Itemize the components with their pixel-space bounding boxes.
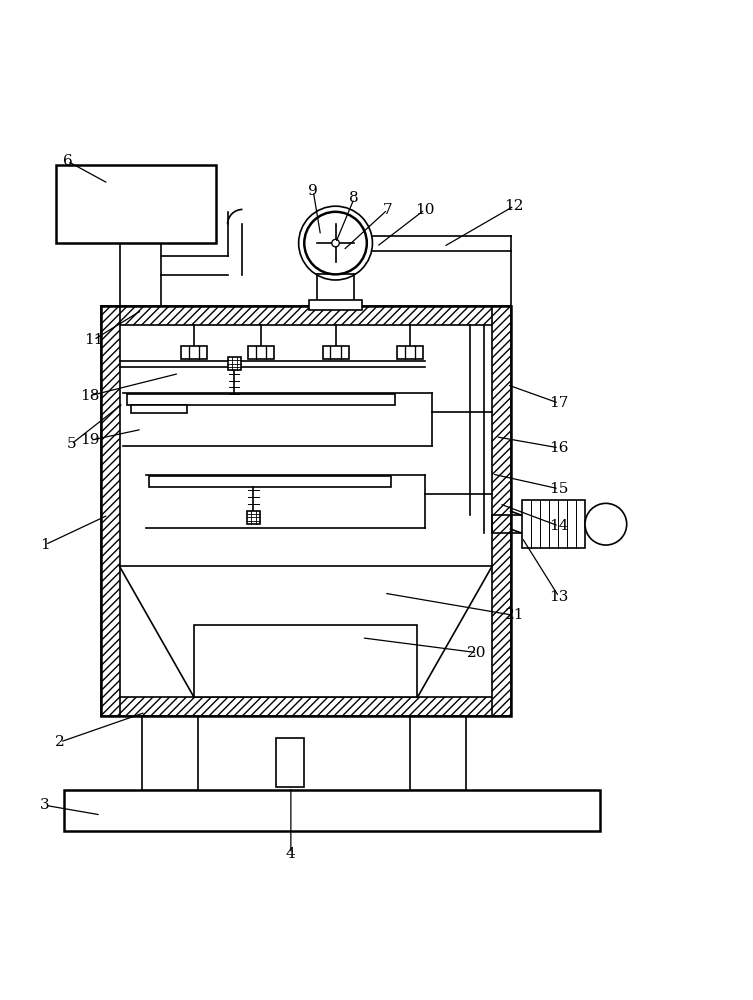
Bar [56,165,216,243]
Bar [322,346,349,359]
Bar [309,300,361,310]
Bar [101,306,511,716]
Bar [142,716,198,790]
Text: 1: 1 [40,538,50,552]
Bar [131,405,187,413]
Text: 4: 4 [286,847,296,861]
Text: 7: 7 [383,203,392,217]
Bar [194,625,417,697]
Text: 8: 8 [349,191,359,205]
Bar [410,716,466,790]
Text: 12: 12 [505,199,524,213]
Bar [276,738,304,787]
Text: 10: 10 [415,203,434,217]
Bar [522,500,585,548]
Bar [127,394,395,405]
Text: 11: 11 [84,333,103,347]
Bar [248,346,274,359]
Bar [101,697,511,716]
Text: 3: 3 [41,798,50,812]
Text: 21: 21 [505,608,524,622]
Text: 17: 17 [549,396,569,410]
Text: 14: 14 [549,519,569,533]
Bar [64,790,600,831]
Bar [101,306,120,716]
Bar [101,306,511,325]
Circle shape [332,239,340,247]
Bar [120,221,160,306]
Bar [101,306,511,716]
Text: 6: 6 [62,154,72,168]
Text: 15: 15 [549,482,569,496]
Text: 19: 19 [80,433,99,447]
Bar [227,357,241,370]
Circle shape [304,212,367,274]
Text: 9: 9 [308,184,318,198]
Bar [397,346,423,359]
Bar [181,346,207,359]
Circle shape [585,503,626,545]
Text: 5: 5 [66,437,76,451]
Text: 16: 16 [549,441,569,455]
Text: 13: 13 [549,590,569,604]
Text: 2: 2 [55,735,65,749]
Bar [149,476,392,487]
Text: 18: 18 [80,389,99,403]
Bar [247,511,260,524]
Text: 20: 20 [468,646,486,660]
Bar [492,306,511,716]
